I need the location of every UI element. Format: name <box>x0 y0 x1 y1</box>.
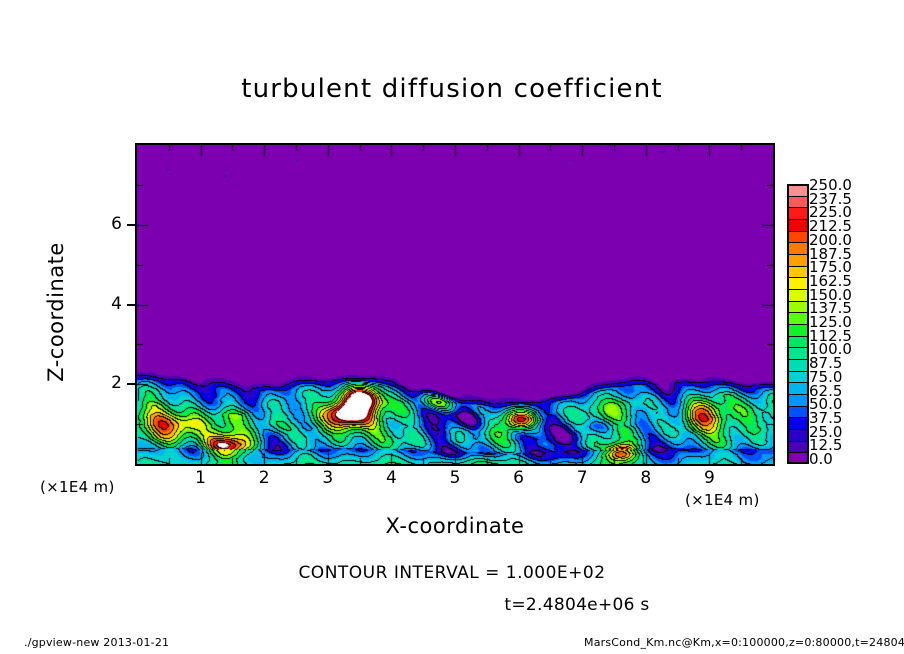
colorbar-swatch <box>789 429 807 442</box>
colorbar-tick-label: 150.0 <box>809 285 852 304</box>
x-tick-label: 7 <box>576 468 588 488</box>
colorbar-tick-label: 237.5 <box>809 189 852 208</box>
x-axis-unit-label: (×1E4 m) <box>685 491 760 509</box>
colorbar-swatch <box>789 347 807 360</box>
colorbar-swatch <box>789 370 807 383</box>
y-tick-mark <box>127 383 135 386</box>
colorbar-tick-label: 175.0 <box>809 258 852 277</box>
y-tick-mark <box>127 303 135 306</box>
y-axis-unit-label: (×1E4 m) <box>40 478 115 496</box>
colorbar-swatch <box>789 254 807 267</box>
colorbar-separator <box>789 405 807 407</box>
page-title: turbulent diffusion coefficient <box>241 74 663 104</box>
colorbar-tick-label: 225.0 <box>809 203 852 222</box>
colorbar-swatch <box>789 405 807 418</box>
x-tick-label: 4 <box>385 468 397 488</box>
colorbar-tick-label: 125.0 <box>809 313 852 331</box>
x-tick-label: 2 <box>258 468 270 488</box>
colorbar-swatch <box>789 324 807 337</box>
colorbar-separator <box>789 195 807 197</box>
colorbar-tick-label: 62.5 <box>809 381 843 400</box>
y-tick-label: 4 <box>111 293 122 314</box>
colorbar-separator <box>789 207 807 209</box>
colorbar-swatch <box>789 359 807 372</box>
colorbar-border <box>787 184 809 464</box>
colorbar-separator <box>789 452 807 454</box>
colorbar-separator <box>789 324 807 325</box>
colorbar-tick-label: 212.5 <box>809 217 852 236</box>
time-label: t=2.4804e+06 s <box>504 595 650 615</box>
colorbar-swatch <box>789 300 807 313</box>
colorbar-swatch <box>789 289 807 302</box>
colorbar-swatch <box>789 277 807 290</box>
colorbar-separator <box>789 277 807 279</box>
colorbar: 250.0 237.5 225.0 212.5 200.0 187.5 175.0 162.5… <box>787 178 852 467</box>
colorbar-tick-label: 25.0 <box>809 422 843 441</box>
colorbar-swatch <box>789 394 807 407</box>
colorbar-tick-label: 12.5 <box>809 436 843 455</box>
colorbar-tick-label: 75.0 <box>809 367 843 386</box>
colorbar-separator <box>789 254 807 255</box>
y-tick-mark <box>127 223 135 226</box>
colorbar-tick-label: 187.5 <box>809 244 852 263</box>
colorbar-separator <box>789 417 807 419</box>
colorbar-tick-label: 162.5 <box>809 271 852 290</box>
colorbar-swatch <box>789 452 807 465</box>
colorbar-separator <box>789 382 807 384</box>
colorbar-swatch <box>789 417 807 430</box>
colorbar-swatch <box>789 265 807 278</box>
colorbar-tick-label: 112.5 <box>809 326 852 345</box>
colorbar-tick-label: 0.0 <box>809 450 833 468</box>
colorbar-swatch <box>789 184 807 197</box>
colorbar-separator <box>789 312 807 314</box>
x-axis-title: X-coordinate <box>385 514 525 538</box>
colorbar-swatch <box>789 230 807 243</box>
colorbar-separator <box>789 230 807 232</box>
x-tick-label: 6 <box>513 468 524 488</box>
colorbar-separator <box>789 359 807 360</box>
colorbar-swatch <box>789 207 807 220</box>
colorbar-tick-label: 37.5 <box>809 408 843 427</box>
colorbar-tick-label: 200.0 <box>809 230 852 249</box>
footer-command-label: ./gpview-new 2013-01-21 <box>24 636 170 649</box>
colorbar-tick-label: 100.0 <box>809 340 852 359</box>
colorbar-tick-label: 87.5 <box>809 354 843 373</box>
colorbar-tick-label: 50.0 <box>809 395 843 414</box>
y-tick-label: 2 <box>111 373 122 394</box>
x-tick-label: 3 <box>322 468 334 488</box>
plot-area <box>135 143 775 466</box>
colorbar-swatch <box>789 195 807 208</box>
colorbar-swatch <box>789 219 807 232</box>
colorbar-separator <box>789 394 807 395</box>
colorbar-swatch <box>789 242 807 255</box>
y-tick-label: 6 <box>111 213 122 234</box>
contour-interval-label: CONTOUR INTERVAL = 1.000E+02 <box>298 563 606 583</box>
colorbar-separator <box>789 347 807 349</box>
x-tick-label: 8 <box>640 468 652 488</box>
colorbar-swatch <box>789 312 807 325</box>
colorbar-tick-label: 137.5 <box>809 299 852 318</box>
colorbar-separator <box>789 440 807 442</box>
colorbar-swatch <box>789 335 807 348</box>
colorbar-separator <box>789 289 807 290</box>
x-tick-label: 1 <box>195 468 206 488</box>
colorbar-separator <box>789 370 807 372</box>
colorbar-separator <box>789 335 807 337</box>
colorbar-swatch <box>789 382 807 395</box>
colorbar-separator <box>789 265 807 267</box>
colorbar-swatch <box>789 440 807 453</box>
colorbar-separator <box>789 429 807 430</box>
x-tick-label: 9 <box>703 468 715 488</box>
colorbar-separator <box>789 219 807 220</box>
colorbar-tick-label: 250.0 <box>809 176 852 194</box>
heatmap-canvas <box>137 145 773 464</box>
colorbar-separator <box>789 242 807 244</box>
footer-source-label: MarsCond_Km.nc@Km,x=0:100000,z=0:80000,t… <box>584 636 904 649</box>
x-tick-label: 5 <box>449 468 461 488</box>
colorbar-separator <box>789 300 807 302</box>
y-axis-title: Z-coordinate <box>44 242 68 382</box>
